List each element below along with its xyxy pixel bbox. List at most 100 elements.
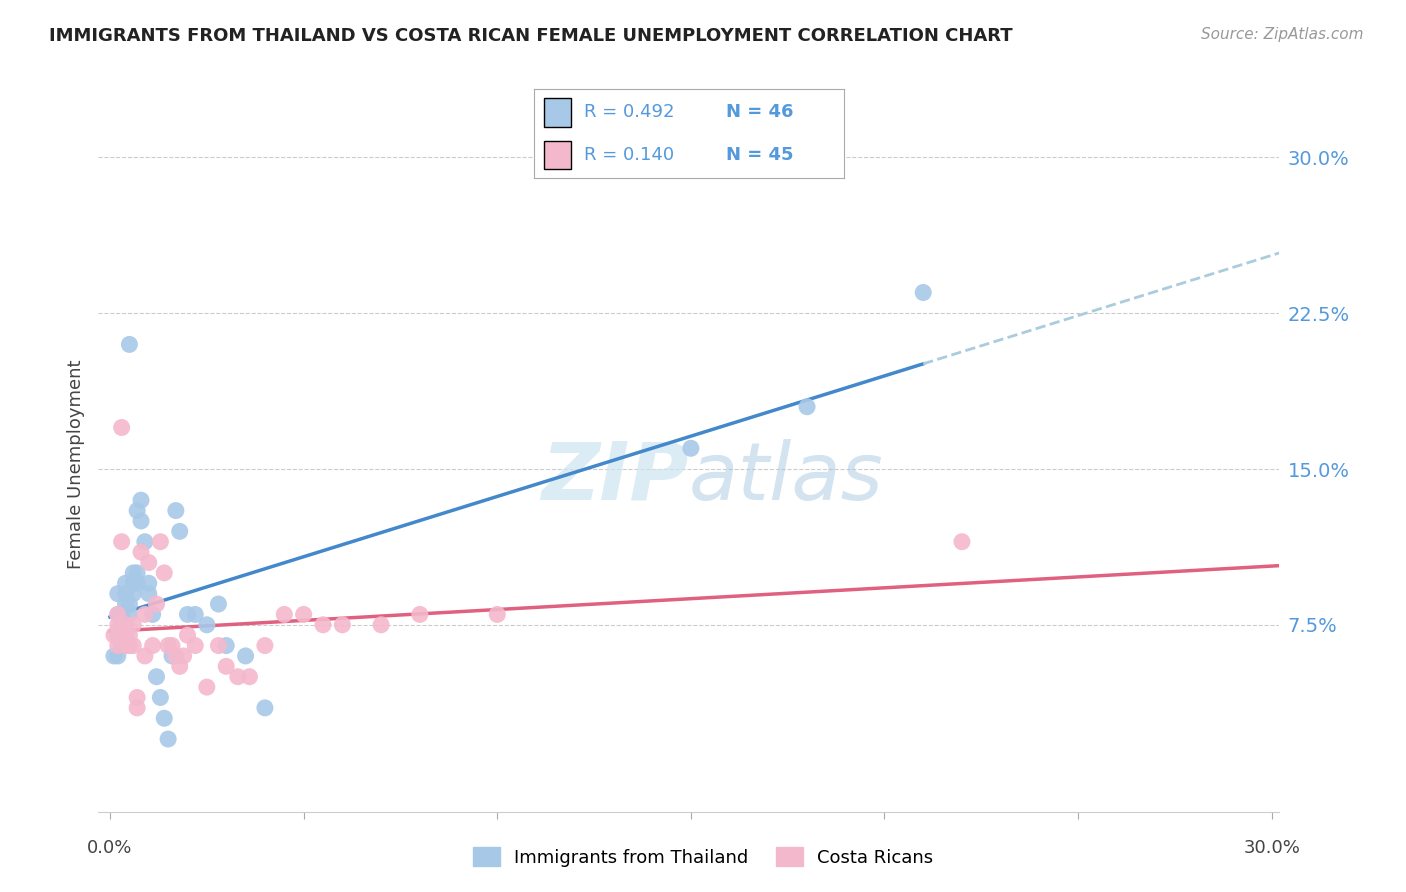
Point — [118, 607, 141, 622]
Point — [173, 648, 195, 663]
Point — [238, 670, 260, 684]
Point — [122, 639, 145, 653]
Point — [292, 607, 315, 622]
Point — [127, 690, 149, 705]
Text: ZIP: ZIP — [541, 439, 689, 516]
Point — [157, 732, 180, 747]
Point — [111, 617, 134, 632]
Text: R = 0.492: R = 0.492 — [583, 103, 675, 121]
Point — [127, 701, 149, 715]
Point — [111, 607, 134, 622]
Point — [215, 639, 238, 653]
Point — [149, 690, 172, 705]
Point — [134, 607, 156, 622]
Point — [114, 628, 136, 642]
Point — [138, 576, 160, 591]
Point — [409, 607, 432, 622]
Point — [122, 566, 145, 580]
Point — [142, 639, 165, 653]
Point — [273, 607, 295, 622]
Point — [207, 597, 229, 611]
Point — [122, 576, 145, 591]
Point — [169, 524, 191, 539]
Point — [122, 587, 145, 601]
Point — [950, 534, 973, 549]
Text: N = 46: N = 46 — [725, 103, 793, 121]
Point — [195, 680, 218, 694]
Point — [138, 556, 160, 570]
Text: R = 0.140: R = 0.140 — [583, 146, 673, 164]
Point — [153, 566, 176, 580]
Point — [312, 617, 335, 632]
Point — [103, 648, 125, 663]
Point — [127, 566, 149, 580]
Point — [253, 639, 276, 653]
Point — [149, 534, 172, 549]
Point — [195, 617, 218, 632]
Point — [253, 701, 276, 715]
Point — [160, 648, 183, 663]
Point — [111, 639, 134, 653]
Text: IMMIGRANTS FROM THAILAND VS COSTA RICAN FEMALE UNEMPLOYMENT CORRELATION CHART: IMMIGRANTS FROM THAILAND VS COSTA RICAN … — [49, 27, 1012, 45]
Point — [114, 597, 136, 611]
Point — [129, 493, 152, 508]
Legend: Immigrants from Thailand, Costa Ricans: Immigrants from Thailand, Costa Ricans — [465, 840, 941, 874]
Point — [129, 545, 152, 559]
Point — [169, 659, 191, 673]
Point — [160, 639, 183, 653]
Point — [111, 628, 134, 642]
Point — [114, 576, 136, 591]
Point — [226, 670, 249, 684]
Y-axis label: Female Unemployment: Female Unemployment — [66, 359, 84, 568]
Point — [107, 628, 129, 642]
Point — [118, 337, 141, 351]
Point — [127, 503, 149, 517]
Point — [679, 442, 702, 456]
Point — [114, 639, 136, 653]
Point — [157, 639, 180, 653]
Point — [145, 597, 167, 611]
Text: 30.0%: 30.0% — [1243, 838, 1301, 856]
Point — [111, 628, 134, 642]
FancyBboxPatch shape — [544, 98, 571, 127]
Point — [486, 607, 509, 622]
Point — [134, 648, 156, 663]
Point — [118, 597, 141, 611]
Point — [134, 534, 156, 549]
Point — [138, 587, 160, 601]
Text: 0.0%: 0.0% — [87, 838, 132, 856]
Point — [153, 711, 176, 725]
Text: Source: ZipAtlas.com: Source: ZipAtlas.com — [1201, 27, 1364, 42]
Point — [107, 639, 129, 653]
Point — [176, 628, 198, 642]
Point — [332, 617, 354, 632]
Point — [122, 617, 145, 632]
Point — [184, 607, 207, 622]
Point — [111, 607, 134, 622]
Point — [129, 514, 152, 528]
Point — [127, 576, 149, 591]
Point — [118, 639, 141, 653]
Point — [142, 607, 165, 622]
Point — [114, 587, 136, 601]
Point — [235, 648, 257, 663]
Point — [107, 607, 129, 622]
Point — [107, 587, 129, 601]
Point — [107, 648, 129, 663]
Point — [111, 420, 134, 434]
Point — [145, 670, 167, 684]
Point — [114, 628, 136, 642]
Point — [114, 617, 136, 632]
Point — [207, 639, 229, 653]
Point — [118, 628, 141, 642]
Point — [184, 639, 207, 653]
Point — [107, 617, 129, 632]
Text: atlas: atlas — [689, 439, 884, 516]
Point — [111, 534, 134, 549]
Point — [107, 607, 129, 622]
Point — [165, 503, 187, 517]
FancyBboxPatch shape — [544, 141, 571, 169]
Point — [370, 617, 392, 632]
Point — [215, 659, 238, 673]
Point — [176, 607, 198, 622]
